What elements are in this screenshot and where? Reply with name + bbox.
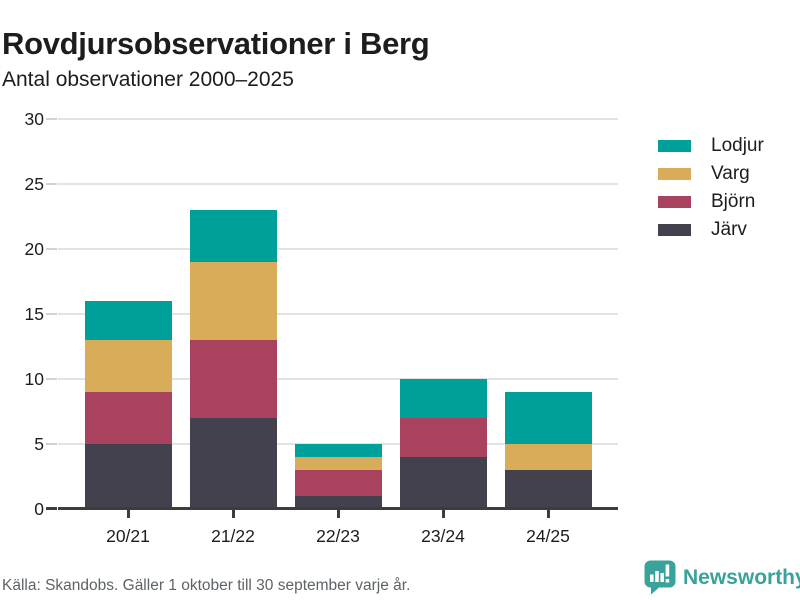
stacked-bar bbox=[504, 392, 592, 509]
y-axis-label: 15 bbox=[24, 304, 44, 324]
bar-segment-varg bbox=[504, 444, 592, 470]
gridline bbox=[58, 248, 618, 250]
bar-segment-lodjur bbox=[504, 392, 592, 444]
stacked-bar bbox=[84, 301, 172, 509]
bar-segment-lodjur bbox=[294, 444, 382, 457]
y-axis-tick bbox=[46, 248, 57, 250]
x-axis-tick bbox=[231, 510, 235, 518]
y-axis-label: 30 bbox=[24, 109, 44, 129]
bar-segment-lodjur bbox=[189, 210, 277, 262]
y-axis-tick bbox=[46, 313, 57, 315]
legend-item: Björn bbox=[658, 188, 764, 216]
bar-segment-jrv bbox=[399, 457, 487, 509]
legend-item: Lodjur bbox=[658, 132, 764, 160]
x-axis-tick bbox=[546, 510, 550, 518]
x-axis-tick bbox=[336, 510, 340, 518]
source-note: Källa: Skandobs. Gäller 1 oktober till 3… bbox=[2, 577, 411, 594]
chart-legend: Lodjur Varg Björn Järv bbox=[658, 132, 764, 244]
legend-label: Järv bbox=[711, 219, 747, 240]
y-axis-label: 25 bbox=[24, 174, 44, 194]
category-band: 24/25 bbox=[496, 119, 601, 546]
gridline bbox=[58, 118, 618, 120]
legend-label: Björn bbox=[711, 191, 756, 212]
bars-container: 20/21 21/22 22/23 23/24 24/25 bbox=[58, 119, 618, 546]
legend-swatch bbox=[658, 196, 691, 208]
legend-label: Lodjur bbox=[711, 135, 764, 156]
stacked-bar bbox=[189, 210, 277, 509]
category-band: 22/23 bbox=[286, 119, 391, 546]
bar-segment-varg bbox=[294, 457, 382, 470]
legend-item: Järv bbox=[658, 216, 764, 244]
category-band: 20/21 bbox=[76, 119, 181, 546]
bar-segment-jrv bbox=[294, 496, 382, 509]
y-axis-tick bbox=[46, 378, 57, 380]
x-axis-line bbox=[58, 507, 618, 510]
bar-segment-bjrn bbox=[399, 418, 487, 457]
bar-segment-bjrn bbox=[189, 340, 277, 418]
bar-segment-bjrn bbox=[84, 392, 172, 444]
y-axis-tick bbox=[46, 183, 57, 185]
bar-segment-jrv bbox=[189, 418, 277, 509]
y-axis-tick bbox=[46, 443, 57, 445]
brand-name: Newsworthy bbox=[683, 565, 800, 589]
category-band: 23/24 bbox=[391, 119, 496, 546]
x-axis-label: 21/22 bbox=[211, 526, 255, 546]
y-axis-tick bbox=[46, 507, 57, 510]
chart-subtitle: Antal observationer 2000–2025 bbox=[2, 68, 294, 91]
gridline bbox=[58, 183, 618, 185]
x-axis-tick bbox=[441, 510, 445, 518]
x-axis-label: 23/24 bbox=[421, 526, 465, 546]
x-axis-label: 22/23 bbox=[316, 526, 360, 546]
x-axis-label: 20/21 bbox=[106, 526, 150, 546]
bar-segment-varg bbox=[189, 262, 277, 340]
y-axis-label: 5 bbox=[34, 434, 44, 454]
bar-segment-lodjur bbox=[399, 379, 487, 418]
bar-segment-lodjur bbox=[84, 301, 172, 340]
page-title: Rovdjursobservationer i Berg bbox=[2, 25, 430, 61]
legend-item: Varg bbox=[658, 160, 764, 188]
plot-area: 0 5 10 15 20 25 30 20/21 21/22 22/23 23/24 24/25 bbox=[25, 109, 618, 546]
bar-segment-varg bbox=[84, 340, 172, 392]
legend-swatch bbox=[658, 224, 691, 236]
bar-segment-jrv bbox=[84, 444, 172, 509]
y-axis-label: 10 bbox=[24, 369, 44, 389]
bar-segment-bjrn bbox=[294, 470, 382, 496]
gridline bbox=[58, 313, 618, 315]
legend-swatch bbox=[658, 168, 691, 180]
bar-segment-jrv bbox=[504, 470, 592, 509]
stacked-bar bbox=[399, 379, 487, 509]
category-band: 21/22 bbox=[181, 119, 286, 546]
legend-label: Varg bbox=[711, 163, 750, 184]
newsworthy-logo-icon bbox=[644, 560, 676, 595]
y-axis-label: 0 bbox=[34, 499, 44, 519]
x-axis-label: 24/25 bbox=[526, 526, 570, 546]
x-axis-tick bbox=[126, 510, 130, 518]
legend-swatch bbox=[658, 140, 691, 152]
newsworthy-brand: Newsworthy bbox=[644, 560, 800, 595]
stacked-bar bbox=[294, 444, 382, 509]
gridline bbox=[58, 378, 618, 380]
y-axis-tick bbox=[46, 118, 57, 120]
y-axis-label: 20 bbox=[24, 239, 44, 259]
